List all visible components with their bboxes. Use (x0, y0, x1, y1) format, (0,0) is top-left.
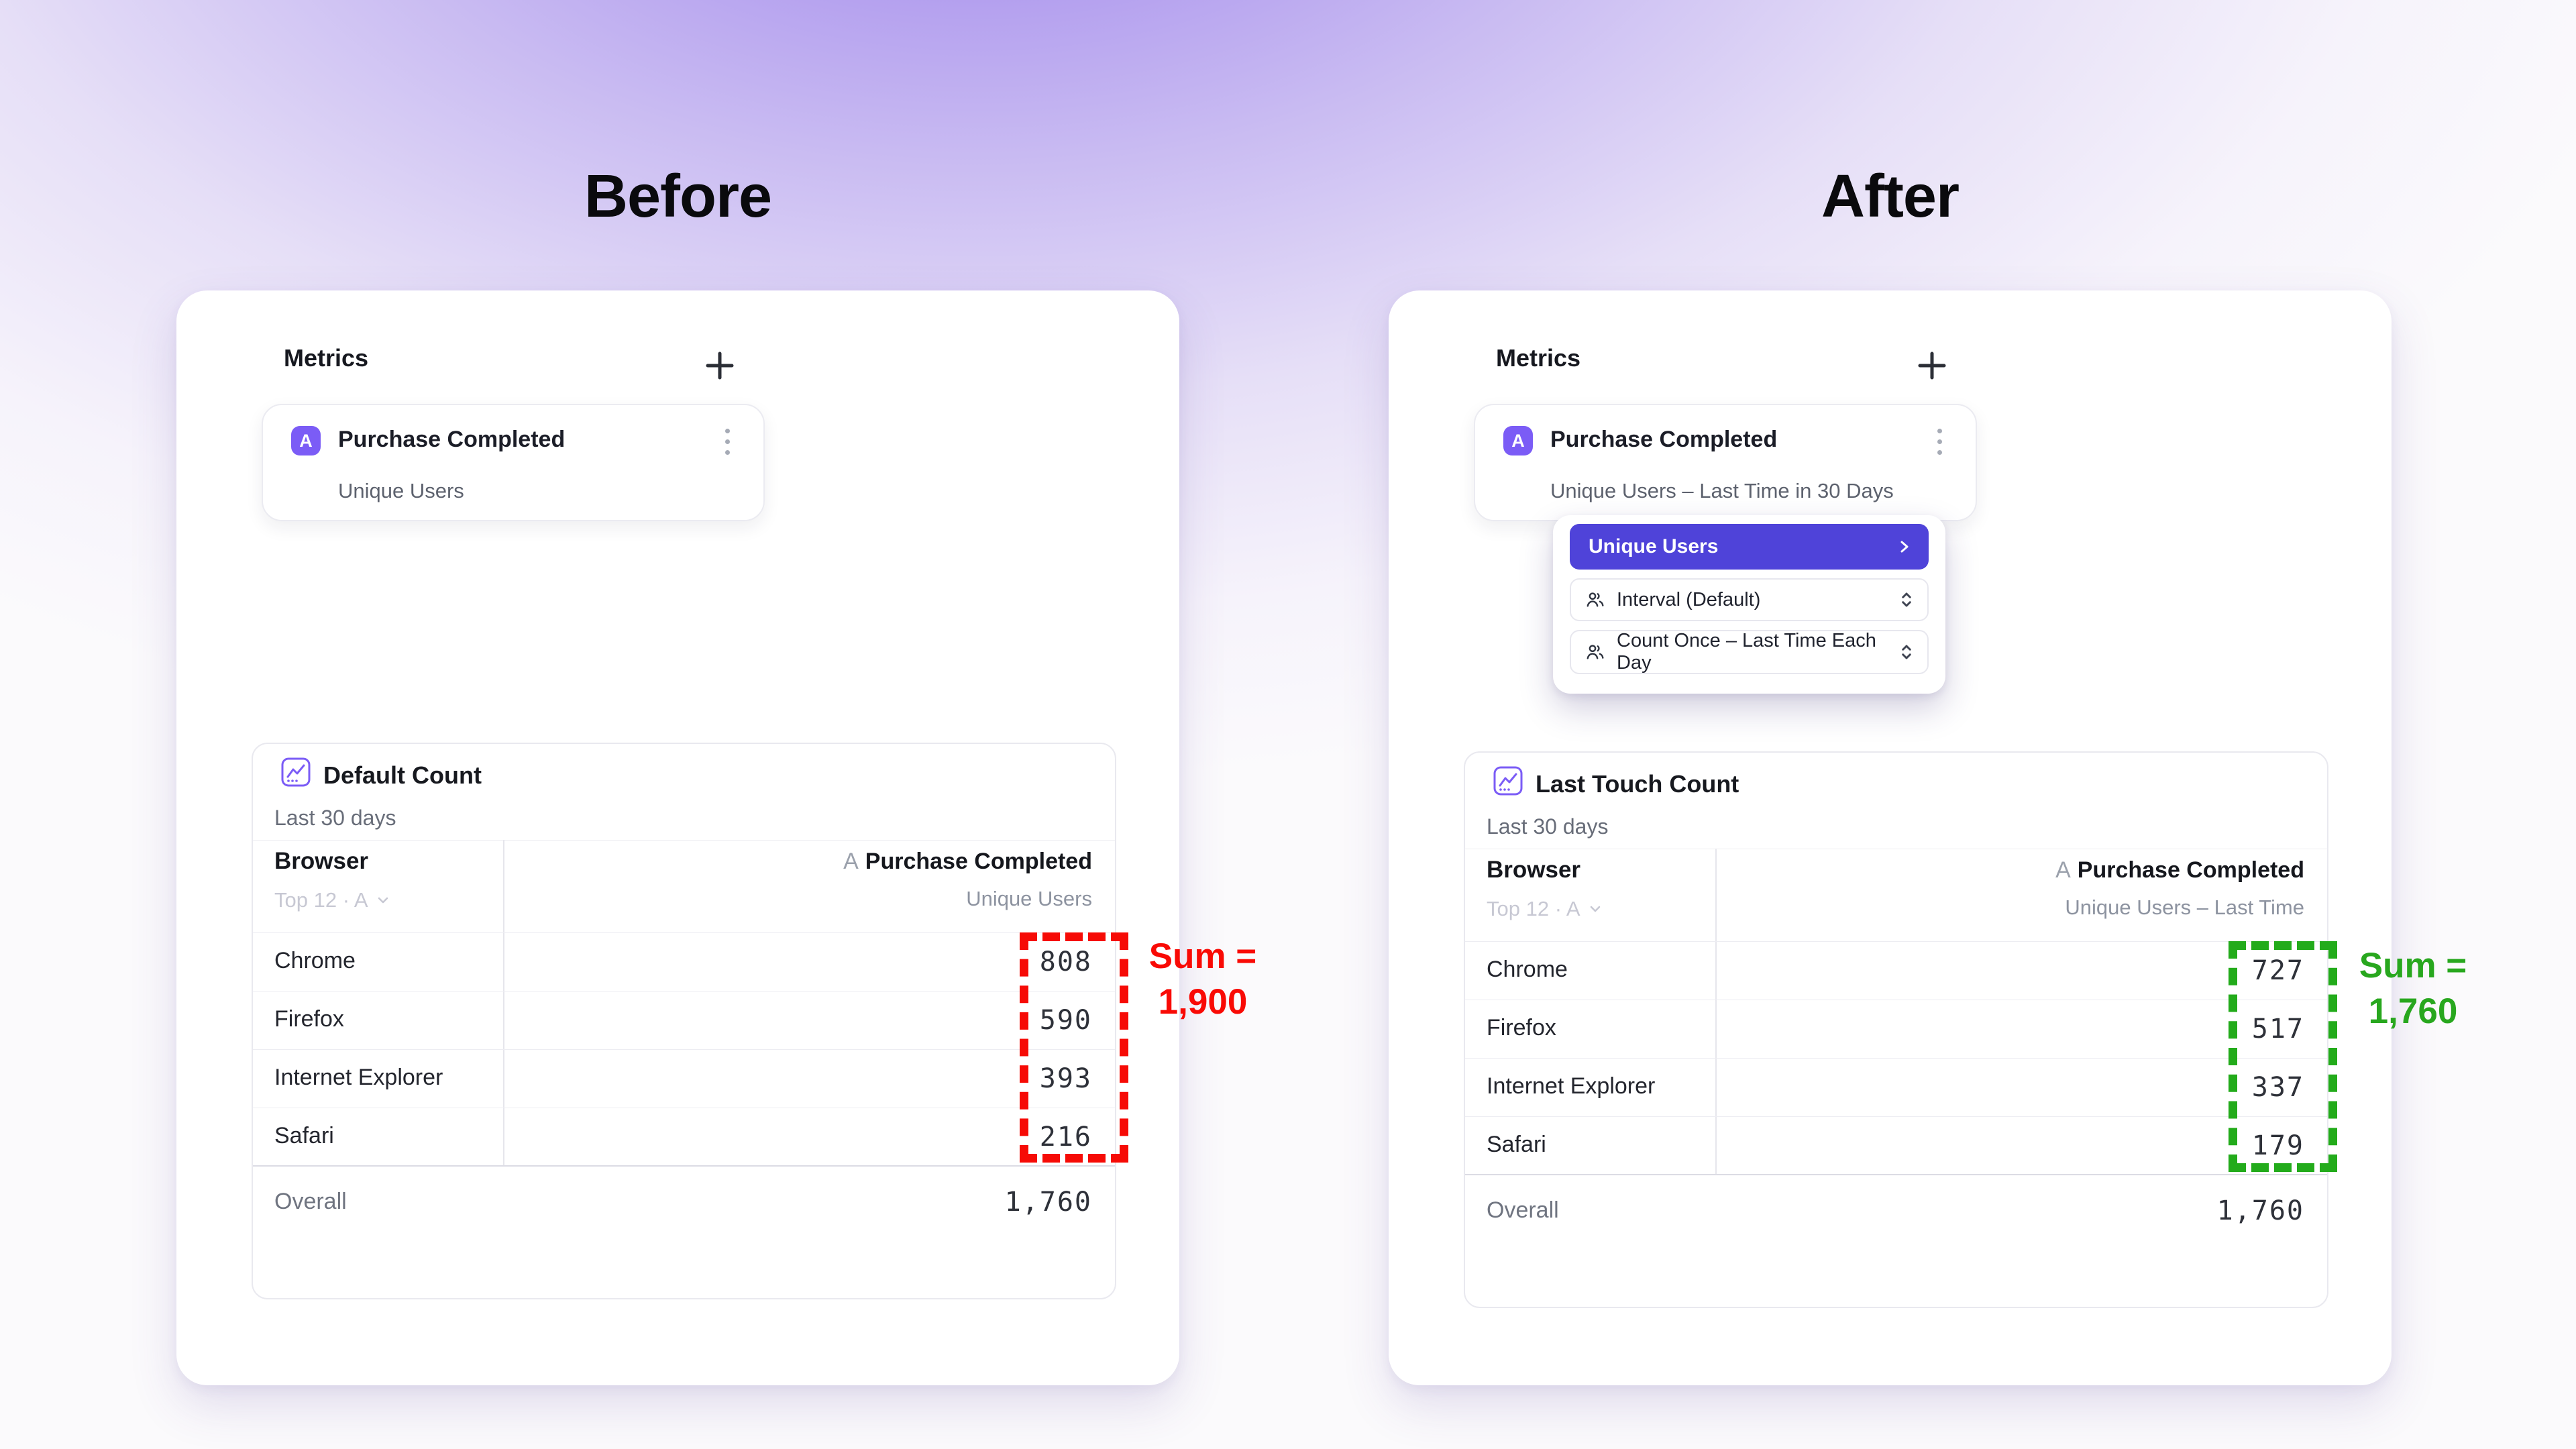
table-date-range: Last 30 days (274, 806, 396, 830)
row-divider (1465, 941, 2327, 942)
metric-badge: A (1503, 426, 1533, 455)
dropdown-option-label: Count Once – Last Time Each Day (1617, 630, 1876, 674)
users-icon (1587, 592, 1604, 607)
sum-annotation-line2: 1,760 (2368, 991, 2458, 1031)
dropdown-option-interval[interactable]: Interval (Default) (1570, 578, 1929, 621)
plus-icon (706, 352, 734, 380)
row-value: 337 (2251, 1072, 2304, 1103)
highlight-box-red (1020, 932, 1128, 1163)
browser-column-header: Browser (1487, 857, 1581, 883)
up-down-arrows-icon (1902, 645, 1911, 659)
browser-name: Internet Explorer (274, 1065, 443, 1090)
add-metric-button[interactable] (701, 347, 739, 384)
metric-chip[interactable]: A Purchase Completed Unique Users – Last… (1474, 404, 1977, 521)
kebab-menu-icon[interactable] (1926, 425, 1953, 458)
line-chart-icon (1493, 766, 1523, 796)
up-down-arrows-icon (1902, 592, 1911, 607)
metric-chip[interactable]: A Purchase Completed Unique Users (262, 404, 765, 521)
after-heading: After (1821, 163, 1960, 230)
dropdown-selected-option[interactable]: Unique Users (1570, 524, 1929, 570)
metrics-section-title: Metrics (284, 344, 369, 372)
browser-name: Chrome (1487, 957, 1568, 982)
top-12-label: Top 12 · A (1487, 897, 1580, 920)
plus-icon (1918, 352, 1946, 380)
overall-label: Overall (274, 1189, 347, 1214)
overall-label: Overall (1487, 1197, 1559, 1223)
browser-name: Internet Explorer (1487, 1073, 1656, 1099)
before-heading: Before (584, 163, 772, 230)
browser-name: Chrome (274, 948, 356, 973)
metric-subtitle: Unique Users (338, 479, 464, 502)
value-subheader-label: Unique Users (966, 887, 1092, 910)
sum-annotation-red: Sum = 1,900 (1132, 934, 1273, 1025)
users-icon (1587, 645, 1604, 659)
row-divider (1465, 1116, 2327, 1117)
kebab-menu-icon[interactable] (714, 425, 741, 458)
metric-badge: A (291, 426, 321, 455)
value-header-label: Purchase Completed (2077, 857, 2304, 883)
dropdown-selected-label: Unique Users (1589, 535, 1719, 557)
row-value: 216 (1039, 1122, 1092, 1152)
result-table-card: Last Touch Count Last 30 days Browser To… (1464, 751, 2328, 1308)
value-subheader-label: Unique Users – Last Time (2065, 896, 2304, 919)
metric-title: Purchase Completed (338, 427, 566, 452)
row-value: 393 (1039, 1063, 1092, 1094)
chevron-down-icon (378, 897, 388, 904)
divider (253, 840, 1115, 841)
browser-name: Firefox (274, 1006, 344, 1032)
table-date-range: Last 30 days (1487, 814, 1609, 839)
top-12-filter[interactable]: Top 12 · A (1487, 897, 1603, 921)
sum-annotation-line1: Sum = (1148, 936, 1257, 976)
after-card: Metrics A Purchase Completed Unique User… (1389, 290, 2392, 1385)
series-letter: A (2055, 857, 2071, 883)
chevron-down-icon (1590, 906, 1600, 912)
sum-annotation-line2: 1,900 (1158, 982, 1248, 1022)
browser-name: Firefox (1487, 1015, 1556, 1040)
line-chart-icon (281, 757, 311, 787)
row-divider (253, 1049, 1115, 1050)
table-title: Default Count (323, 761, 482, 789)
metric-subtitle: Unique Users – Last Time in 30 Days (1550, 479, 1894, 502)
browser-name: Safari (274, 1123, 334, 1148)
value-column-header: A Purchase Completed Unique Users (843, 847, 1092, 912)
measured-as-dropdown: Unique Users Interval (Default) (1553, 515, 1945, 694)
overall-divider (253, 1165, 1115, 1167)
column-divider (1715, 849, 1717, 1174)
dropdown-option-label: Interval (Default) (1617, 588, 1761, 610)
result-table-card: Default Count Last 30 days Browser Top 1… (252, 743, 1116, 1299)
browser-column-header: Browser (274, 848, 369, 874)
highlight-box-green (2229, 941, 2337, 1172)
row-value: 590 (1039, 1005, 1092, 1036)
before-card: Metrics A Purchase Completed Unique User… (176, 290, 1179, 1385)
add-metric-button[interactable] (1913, 347, 1951, 384)
sum-annotation-line1: Sum = (2359, 946, 2467, 985)
overall-value: 1,760 (2216, 1195, 2304, 1226)
top-12-filter[interactable]: Top 12 · A (274, 888, 391, 912)
value-header-label: Purchase Completed (865, 849, 1092, 874)
series-letter: A (843, 849, 859, 874)
value-column-header: A Purchase Completed Unique Users – Last … (2055, 855, 2304, 921)
overall-divider (1465, 1174, 2327, 1175)
row-value: 179 (2251, 1130, 2304, 1161)
browser-name: Safari (1487, 1132, 1546, 1157)
row-divider (253, 932, 1115, 933)
chevron-right-icon (1900, 541, 1909, 553)
column-divider (503, 840, 504, 1165)
row-value: 727 (2251, 955, 2304, 986)
row-value: 808 (1039, 947, 1092, 977)
top-12-label: Top 12 · A (274, 888, 368, 912)
metrics-section-title: Metrics (1496, 344, 1581, 372)
overall-value: 1,760 (1004, 1187, 1092, 1218)
dropdown-option-count-once[interactable]: Count Once – Last Time Each Day (1570, 630, 1929, 674)
metric-title: Purchase Completed (1550, 427, 1778, 452)
row-value: 517 (2251, 1014, 2304, 1044)
table-title: Last Touch Count (1536, 770, 1739, 798)
sum-annotation-green: Sum = 1,760 (2343, 943, 2483, 1034)
row-divider (1465, 1058, 2327, 1059)
